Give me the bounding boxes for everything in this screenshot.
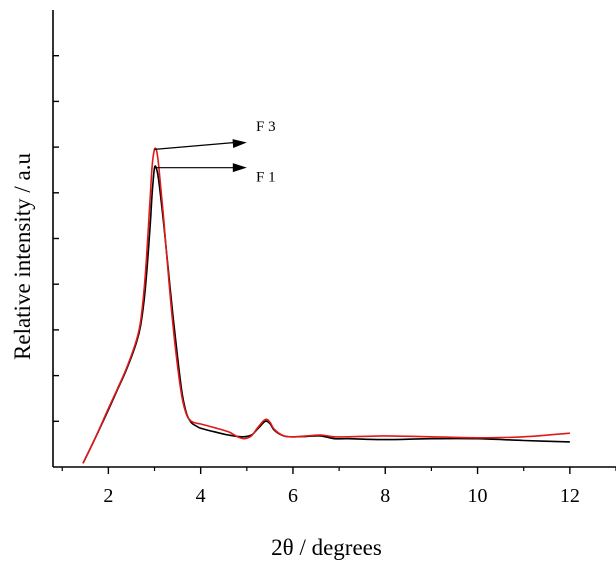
axes: 2 4 6 8 10 12 [52,10,616,507]
y-axis-label: Relative intensity / a.u [10,153,35,360]
annotation-arrowhead [232,163,247,173]
annotation-label: F 1 [256,169,276,185]
x-tick-label: 6 [288,485,298,507]
series-line-2 [82,147,570,464]
series-layer [82,147,570,464]
x-tick-label: 4 [196,485,206,507]
series-line-1 [82,165,570,464]
annotation-arrow-line [154,141,235,150]
annotation-layer: F 3 F 1 [154,119,276,185]
annotation-label: F 3 [256,119,276,135]
x-tick-label: 8 [380,485,390,507]
x-axis-label: 2θ / degrees [271,535,382,560]
x-tick-label: 12 [560,485,580,507]
x-tick-label: 10 [468,485,488,507]
annotation-arrowhead [232,139,247,149]
x-tick-label: 2 [103,485,113,507]
